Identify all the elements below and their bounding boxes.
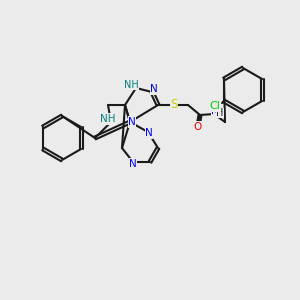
Text: NH: NH [100, 114, 116, 124]
Text: Cl: Cl [209, 101, 220, 111]
Text: N: N [129, 159, 137, 169]
Text: N: N [211, 106, 219, 116]
Text: NH: NH [124, 80, 138, 90]
Text: H: H [216, 108, 224, 118]
Text: N: N [146, 127, 154, 137]
Text: N: N [128, 117, 136, 127]
Text: O: O [193, 122, 201, 132]
Text: S: S [170, 98, 178, 110]
Text: N: N [145, 128, 153, 138]
Text: N: N [150, 84, 158, 94]
